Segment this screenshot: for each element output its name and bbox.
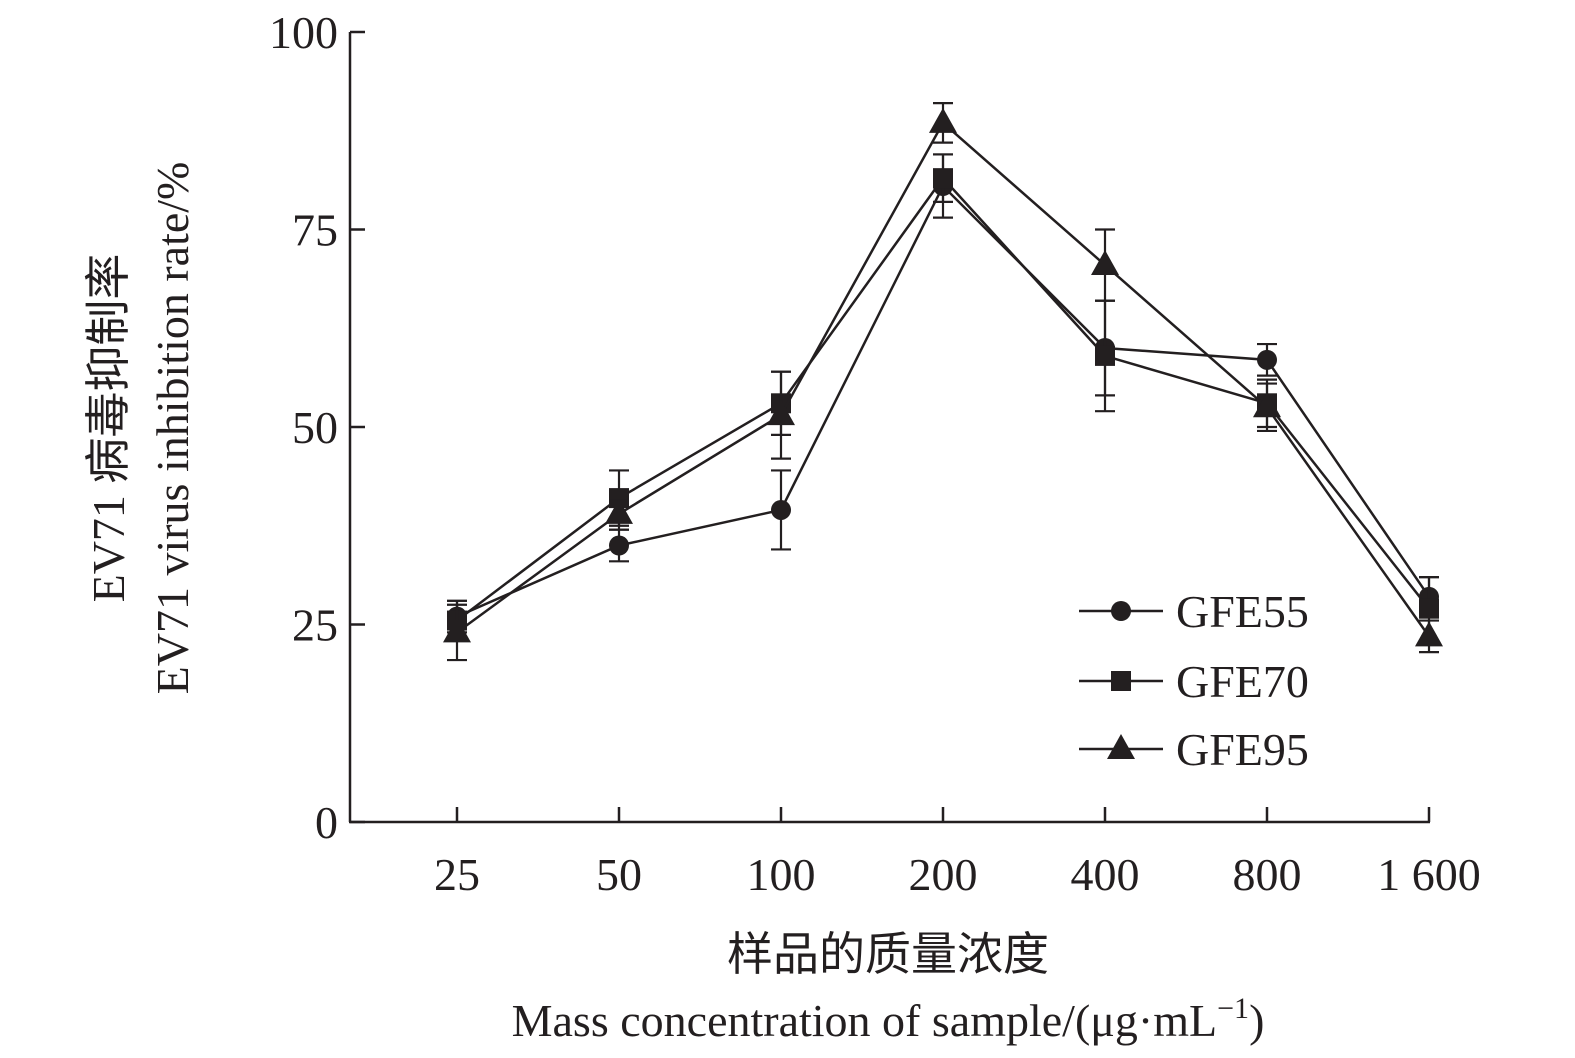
legend: GFE55 GFE70 GFE95 [1079,586,1309,775]
x-tick-label-4: 400 [1071,849,1140,900]
point-gfe55-2 [771,499,791,520]
x-tick-label-3: 200 [909,849,978,900]
legend-label-gfe95: GFE95 [1176,724,1309,775]
point-gfe95-5 [1253,392,1281,418]
point-gfe70-3 [933,168,953,189]
x-axis-title-english-close: ) [1249,995,1264,1046]
series-line-gfe55 [456,183,1431,618]
y-axis-title-english: EV71 virus inhibition rate/% [147,162,198,695]
point-gfe55-1 [609,535,629,556]
x-axis-title-english-main: Mass concentration of sample/(μg·mL [512,995,1218,1046]
y-tick-label-3: 75 [292,205,338,256]
x-tick-label-2: 100 [747,849,816,900]
legend-item-gfe95: GFE95 [1079,724,1309,775]
series-line-gfe70 [456,176,1430,622]
point-gfe95-4 [1091,250,1119,276]
legend-marker-gfe95 [1107,734,1135,759]
series-layer [443,101,1443,662]
point-gfe95-2 [767,400,795,426]
legend-label-gfe70: GFE70 [1176,656,1309,707]
point-gfe95-6 [1415,621,1443,647]
x-axis-title-chinese: 样品的质量浓度 [727,929,1049,980]
point-gfe55-5 [1257,349,1277,370]
point-gfe95-3 [929,107,957,133]
series-gfe70 [447,153,1439,642]
y-tick-label-2: 50 [292,402,338,453]
legend-marker-gfe55 [1111,601,1131,621]
point-gfe95-1 [605,498,633,524]
y-tick-label-0: 0 [315,797,338,848]
point-gfe70-4 [1095,345,1115,366]
x-tick-label-6: 1 600 [1377,849,1481,900]
y-tick-label-4: 100 [269,7,338,58]
point-gfe70-6 [1419,598,1439,619]
y-ticks: 0 25 50 75 100 [269,7,365,848]
legend-item-gfe70: GFE70 [1079,656,1309,707]
point-gfe95-0 [443,617,471,643]
series-gfe55 [447,153,1439,634]
legend-item-gfe55: GFE55 [1079,586,1309,637]
legend-label-gfe55: GFE55 [1176,586,1309,637]
x-axis-title-english-superscript: −1 [1217,992,1249,1025]
x-axis-title-english: Mass concentration of sample/(μg·mL−1) [512,992,1265,1046]
x-ticks: 25 50 100 200 400 800 1 600 [434,807,1481,900]
x-tick-label-1: 50 [596,849,642,900]
x-tick-label-0: 25 [434,849,480,900]
legend-marker-gfe70 [1111,671,1131,691]
x-tick-label-5: 800 [1233,849,1302,900]
series-gfe95 [443,101,1443,662]
y-tick-label-1: 25 [292,600,338,651]
y-axis-title-chinese: EV71 病毒抑制率 [83,254,134,603]
